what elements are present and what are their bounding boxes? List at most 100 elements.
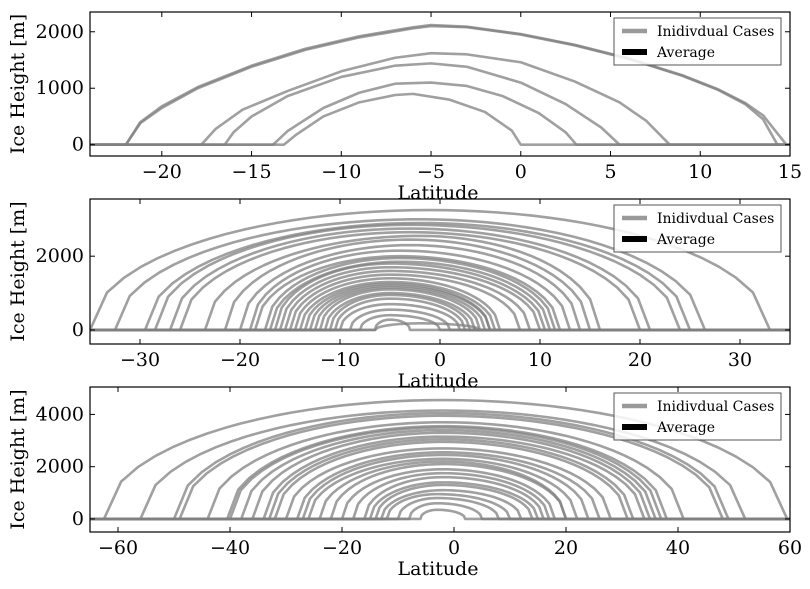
series-line-case-13 bbox=[90, 447, 790, 521]
series-line-case-5 bbox=[90, 227, 790, 332]
series-line-case-15 bbox=[90, 265, 790, 332]
x-tick-label: −60 bbox=[98, 537, 138, 559]
series-line-case-6 bbox=[90, 92, 790, 147]
series-line-case-7 bbox=[90, 426, 790, 521]
legend-label-average: Average bbox=[656, 232, 715, 248]
series-line-case-14 bbox=[90, 451, 790, 521]
series-line-case-3 bbox=[90, 51, 790, 147]
x-tick-label: −30 bbox=[120, 349, 160, 371]
series-line-case-4 bbox=[90, 223, 790, 332]
series-line-case-29 bbox=[90, 313, 790, 332]
series-line-case-17 bbox=[90, 460, 790, 521]
series-line-case-28 bbox=[90, 308, 790, 332]
series-line-case-21 bbox=[90, 475, 790, 521]
series-group bbox=[90, 208, 790, 332]
series-line-case-8 bbox=[90, 428, 790, 521]
series-line-case-6 bbox=[90, 230, 790, 332]
series-line-case-26 bbox=[90, 297, 790, 332]
x-tick-label: 0 bbox=[448, 537, 460, 559]
series-line-case-16 bbox=[90, 457, 790, 521]
x-tick-label: 40 bbox=[666, 537, 690, 559]
x-tick-label: 10 bbox=[688, 161, 712, 183]
series-line-case-31 bbox=[90, 322, 790, 332]
x-tick-label: −10 bbox=[321, 161, 361, 183]
x-tick-label: 5 bbox=[604, 161, 616, 183]
x-tick-label: 30 bbox=[728, 349, 752, 371]
series-line-case-18 bbox=[90, 462, 790, 521]
legend-label-average: Average bbox=[656, 45, 715, 61]
plot-frame bbox=[89, 386, 791, 533]
series-line-case-11 bbox=[90, 254, 790, 332]
legend-label-cases: Inidivdual Cases bbox=[657, 399, 774, 415]
series-line-case-20 bbox=[90, 471, 790, 521]
legend: Inidivdual Cases Average bbox=[613, 204, 782, 253]
series-line-case-26 bbox=[90, 496, 790, 521]
plot-frame bbox=[89, 11, 791, 157]
legend-label-average: Average bbox=[656, 420, 715, 436]
series-line-case-3 bbox=[90, 411, 790, 521]
y-tick-label: 2000 bbox=[36, 21, 84, 43]
series-line-case-27 bbox=[90, 501, 790, 521]
series-line-case-10 bbox=[90, 435, 790, 521]
series-line-case-9 bbox=[90, 243, 790, 332]
series-line-case-24 bbox=[90, 291, 790, 332]
x-axis-label: Latitude bbox=[398, 182, 479, 204]
legend-label-cases: Inidivdual Cases bbox=[657, 211, 774, 227]
series-line-case-12 bbox=[90, 256, 790, 332]
series-line-case-4 bbox=[90, 62, 790, 147]
series-line-case-8 bbox=[90, 238, 790, 332]
series-line-case-27 bbox=[90, 302, 790, 332]
x-tick-label: 20 bbox=[554, 537, 578, 559]
x-axis-label: Latitude bbox=[398, 370, 479, 392]
x-tick-label: 0 bbox=[434, 349, 446, 371]
x-tick-label: −40 bbox=[210, 537, 250, 559]
x-tick-label: −20 bbox=[220, 349, 260, 371]
legend-box bbox=[613, 204, 782, 253]
series-line-case-23 bbox=[90, 483, 790, 521]
y-tick-label: 2000 bbox=[36, 456, 84, 478]
y-tick-label: 4000 bbox=[36, 403, 84, 425]
legend: Inidivdual Cases Average bbox=[613, 17, 782, 66]
x-tick-label: −20 bbox=[142, 161, 182, 183]
x-axis-label: Latitude bbox=[398, 558, 479, 580]
x-tick-label: 10 bbox=[528, 349, 552, 371]
series-line-case-24 bbox=[90, 488, 790, 521]
series-line-case-13 bbox=[90, 260, 790, 332]
series-line-case-2 bbox=[90, 23, 790, 147]
x-tick-label: 0 bbox=[515, 161, 527, 183]
chart-panel-bottom: −60 −40 −20 0 20 40 60 0 2000 4000 Latitude Ice Hei… bbox=[7, 386, 802, 580]
x-tick-label: −5 bbox=[417, 161, 445, 183]
legend-label-cases: Inidivdual Cases bbox=[657, 24, 774, 40]
series-line-case-18 bbox=[90, 277, 790, 332]
legend: Inidivdual Cases Average bbox=[613, 392, 782, 441]
series-group bbox=[90, 23, 790, 147]
x-tick-label: 20 bbox=[628, 349, 652, 371]
series-line-case-6 bbox=[90, 424, 790, 521]
series-line-case-21 bbox=[90, 284, 790, 332]
series-line-case-19 bbox=[90, 468, 790, 521]
series-line-case-10 bbox=[90, 249, 790, 332]
series-line-case-5 bbox=[90, 81, 790, 147]
series-line-case-15 bbox=[90, 453, 790, 521]
series-line-case-23 bbox=[90, 288, 790, 332]
series-group bbox=[90, 398, 790, 521]
series-line-case-2 bbox=[90, 409, 790, 521]
y-tick-label: 2000 bbox=[36, 245, 84, 267]
series-line-case-25 bbox=[90, 293, 790, 332]
x-tick-label: 15 bbox=[778, 161, 802, 183]
series-line-case-7 bbox=[90, 234, 790, 332]
series-line-case-3 bbox=[90, 221, 790, 332]
series-line-case-25 bbox=[90, 492, 790, 521]
series-line-case-5 bbox=[90, 420, 790, 521]
legend-box bbox=[613, 392, 782, 441]
y-axis-label: Ice Height [m] bbox=[7, 14, 29, 154]
series-line-case-9 bbox=[90, 431, 790, 521]
y-axis-label: Ice Height [m] bbox=[7, 201, 29, 341]
x-tick-label: −10 bbox=[320, 349, 360, 371]
y-tick-label: 0 bbox=[72, 319, 84, 341]
series-line-case-28 bbox=[90, 508, 790, 521]
y-tick-label: 0 bbox=[72, 508, 84, 530]
series-line-case-12 bbox=[90, 440, 790, 521]
y-tick-label: 0 bbox=[72, 134, 84, 156]
